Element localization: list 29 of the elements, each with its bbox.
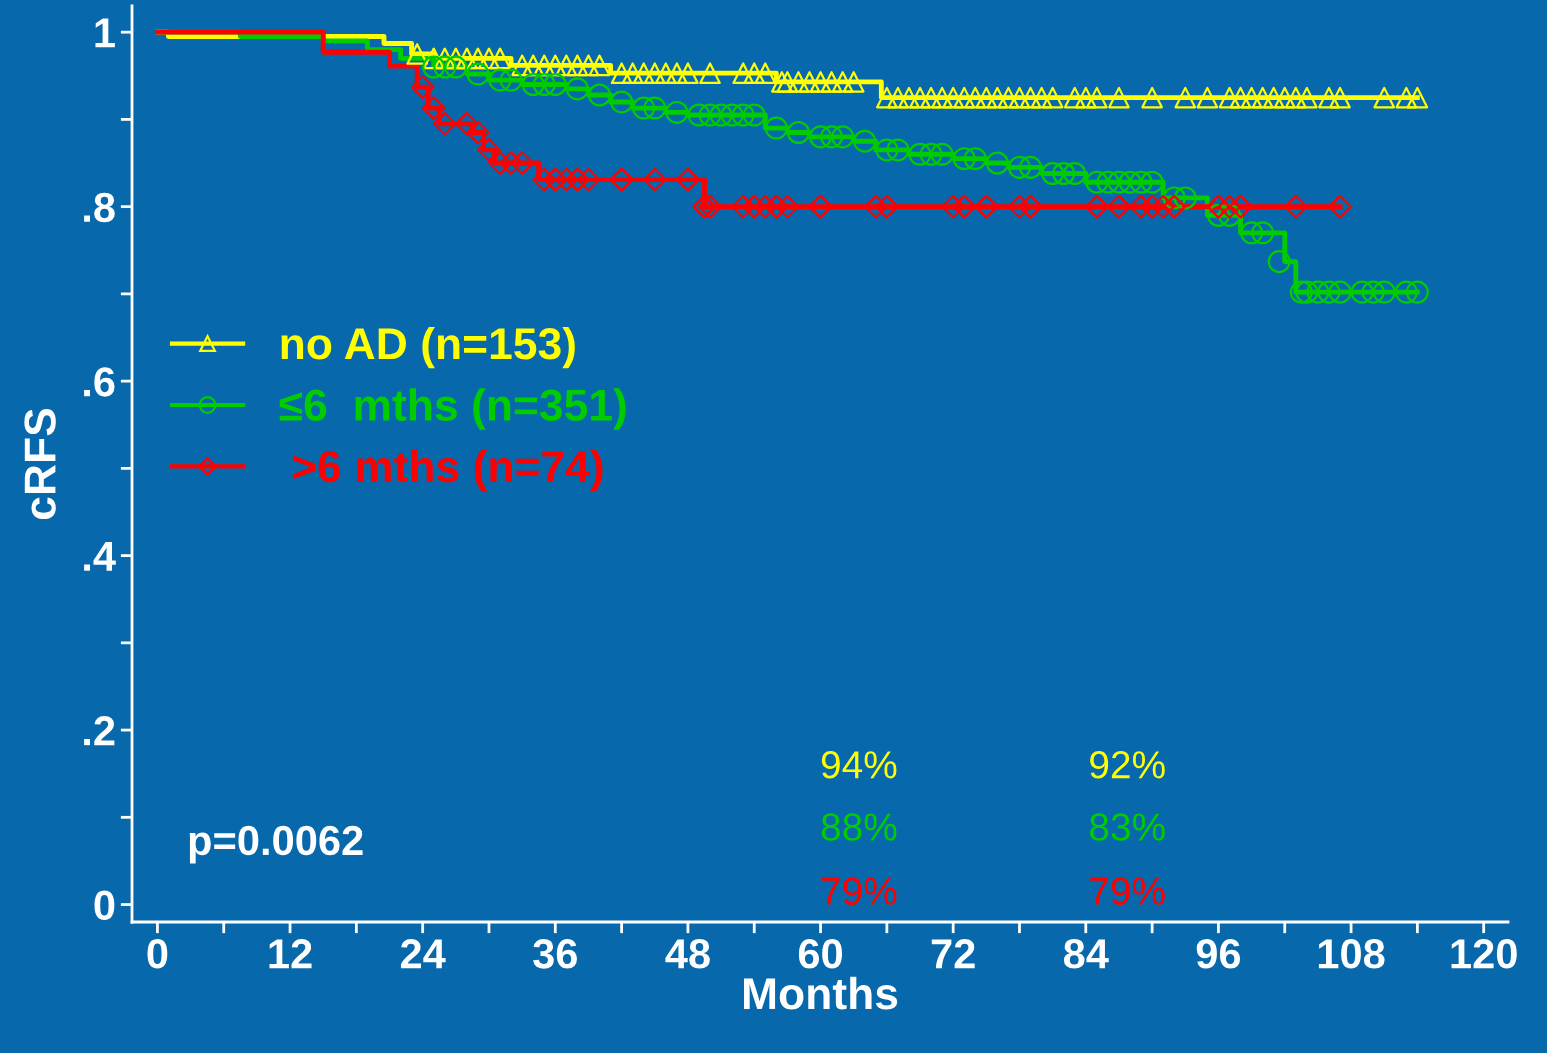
x-tick-label: 0: [147, 939, 168, 969]
annotation: p=0.0062: [189, 825, 363, 864]
y-tick-label: .8: [84, 192, 115, 223]
annotation: 79%: [1090, 877, 1165, 905]
legend-label: ≤6 mths (n=351): [279, 388, 626, 430]
annotation: 88%: [821, 813, 897, 841]
x-tick-label: 72: [931, 939, 975, 969]
annotation: 92%: [1090, 751, 1165, 779]
x-tick-label: 84: [1063, 939, 1109, 969]
legend-label: no AD (n=153): [281, 326, 575, 369]
y-tick-label: 0: [94, 890, 115, 921]
x-tick-label: 120: [1451, 939, 1517, 969]
x-tick-label: 96: [1196, 939, 1241, 969]
y-axis-title: cRFS: [24, 408, 56, 520]
y-tick-label: .4: [84, 542, 116, 571]
x-tick-label: 36: [533, 939, 577, 969]
x-tick-label: 60: [798, 939, 843, 969]
annotation: 79%: [821, 877, 897, 905]
y-tick-label: 1: [95, 18, 115, 48]
y-tick-label: .6: [84, 367, 115, 397]
x-tick-label: 24: [400, 939, 446, 969]
x-axis-title: Months: [743, 976, 898, 1010]
y-tick-label: .2: [84, 716, 115, 746]
annotation: 83%: [1090, 813, 1165, 841]
x-tick-label: 48: [665, 939, 710, 969]
annotation: 94%: [821, 751, 897, 779]
legend-label: >6 mths (n=74): [292, 449, 603, 492]
x-tick-label: 12: [269, 939, 312, 969]
x-tick-label: 108: [1318, 939, 1385, 969]
